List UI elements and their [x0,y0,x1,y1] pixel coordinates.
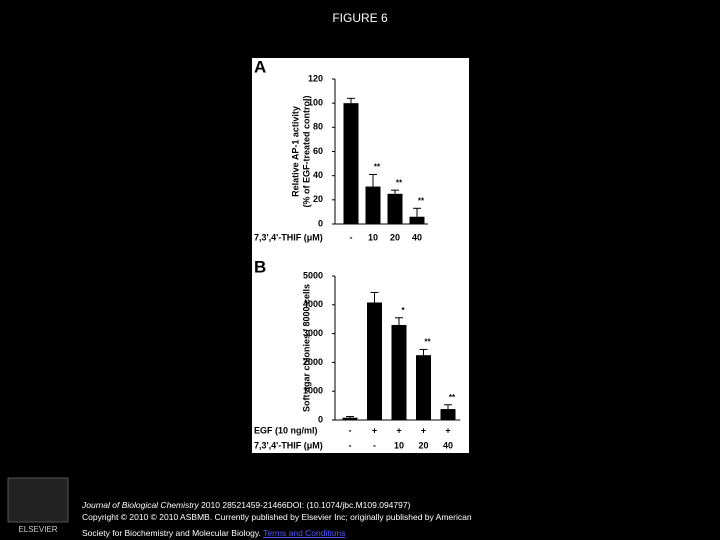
significance-label: ** [396,178,403,187]
significance-label: ** [424,338,431,347]
figure-panel [252,58,469,453]
journal: Journal of Biological Chemistry [82,500,199,510]
copyright: Copyright © 2010 © 2010 ASBMB. Currently… [82,512,472,522]
y-axis-label: Soft agar colonies / 8000 cells [301,284,311,412]
row-label: EGF (10 ng/ml) [254,425,318,435]
y-tick-label: 40 [313,170,323,180]
y-axis-label: (% of EGF-treated control) [301,95,311,207]
citation: Journal of Biological Chemistry 2010 285… [82,500,410,510]
x-tick-label: 40 [443,440,453,450]
y-tick-label: 120 [308,73,323,83]
y-tick-label: 1000 [303,386,323,396]
panel-label: B [254,257,266,276]
significance-label: ** [374,163,381,172]
panel-label: A [254,57,266,76]
significance-label: ** [418,196,425,205]
bar [440,409,456,420]
logo-text: ELSEVIER [18,525,57,534]
bar [409,216,425,224]
x-tick-label: 20 [390,232,400,242]
bar [343,103,359,224]
y-tick-label: 5000 [303,270,323,280]
x-tick-label: + [445,425,450,435]
society-text: Society for Biochemistry and Molecular B… [82,528,261,538]
logo-image [7,477,69,523]
society: Society for Biochemistry and Molecular B… [82,528,345,538]
bar [416,355,431,420]
x-tick-label: - [350,232,353,242]
bar [365,186,381,224]
x-tick-label: - [349,440,352,450]
y-tick-label: 80 [313,122,323,132]
y-tick-label: 4000 [303,299,323,309]
bar [391,324,407,420]
x-tick-label: - [349,425,352,435]
x-tick-label: + [372,425,377,435]
y-tick-label: 0 [318,414,323,424]
slide-title: FIGURE 6 [332,11,388,25]
x-tick-label: 10 [368,232,378,242]
y-tick-label: 20 [313,194,323,204]
y-axis-label: Relative AP-1 activity [290,106,300,197]
y-tick-label: 3000 [303,328,323,338]
x-axis-label: 7,3',4'-THIF (μM) [254,232,323,242]
x-tick-label: + [396,425,401,435]
x-tick-label: + [421,425,426,435]
y-tick-label: 60 [313,146,323,156]
bar [367,302,382,420]
significance-label: ** [449,393,456,402]
y-tick-label: 100 [308,98,323,108]
row-label: 7,3',4'-THIF (μM) [254,440,323,450]
y-tick-label: 0 [318,218,323,228]
bar [342,417,358,420]
x-tick-label: 40 [412,232,422,242]
bar [387,193,403,224]
x-tick-label: 20 [418,440,428,450]
significance-label: * [401,306,405,315]
x-tick-label: - [373,440,376,450]
citation-text: 2010 28521459-21466DOI: (10.1074/jbc.M10… [198,500,411,510]
terms-link[interactable]: Terms and Conditions [263,528,346,538]
x-tick-label: 10 [394,440,404,450]
y-tick-label: 2000 [303,357,323,367]
